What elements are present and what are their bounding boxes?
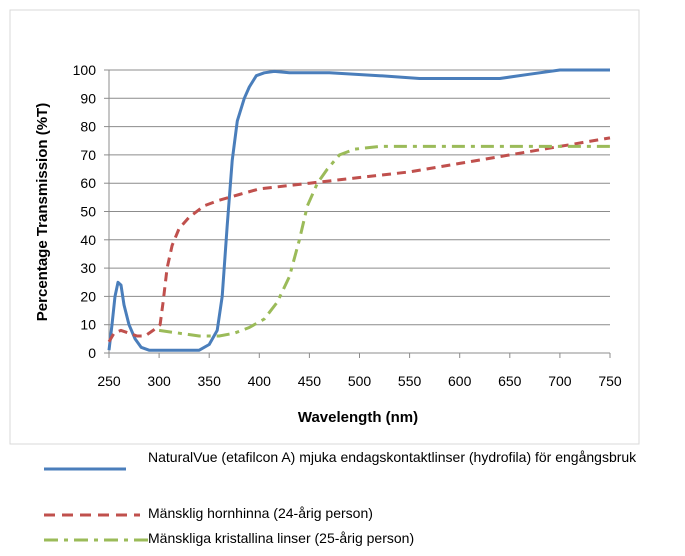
y-tick-label: 0 <box>88 345 96 361</box>
chart-area: 0 10 20 30 40 50 60 70 80 90 100 250 300 350 400 450 500… <box>9 9 640 445</box>
y-tick-label: 90 <box>80 90 96 106</box>
legend-item-cornea: Mänsklig hornhinna (24-årig person) <box>30 504 680 529</box>
legend-item-naturalvue: NaturalVue (etafilcon A) mjuka endagskon… <box>30 448 680 504</box>
y-tick-label: 40 <box>80 232 96 248</box>
x-tick-label: 400 <box>248 373 272 389</box>
y-tick-label: 50 <box>80 204 96 220</box>
series-line-cornea <box>107 136 611 343</box>
x-tick-label: 450 <box>298 373 322 389</box>
grid-lines <box>109 69 610 326</box>
y-tick-label: 60 <box>80 175 96 191</box>
y-tick-label: 10 <box>80 317 96 333</box>
y-tick-label: 80 <box>80 119 96 135</box>
legend-label-crystalline-lens: Mänskliga kristallina linser (25-årig pe… <box>148 530 415 546</box>
y-tick-label: 100 <box>73 62 97 78</box>
x-tick-label: 250 <box>97 373 121 389</box>
legend-label-naturalvue: NaturalVue (etafilcon A) mjuka endagskon… <box>148 449 637 465</box>
series-line-naturalvue <box>107 68 610 352</box>
x-tick-label: 600 <box>448 373 472 389</box>
legend: NaturalVue (etafilcon A) mjuka endagskon… <box>30 448 680 551</box>
x-tick-label: 650 <box>498 373 522 389</box>
series-lines <box>107 68 611 352</box>
x-tick-label: 700 <box>548 373 572 389</box>
x-tick-label: 750 <box>598 373 622 389</box>
legend-item-crystalline-lens: Mänskliga kristallina linser (25-årig pe… <box>30 529 680 551</box>
y-axis-title: Percentage Transmission (%T) <box>34 103 51 321</box>
y-tick-label: 20 <box>80 288 96 304</box>
legend-swatch-cornea <box>30 504 148 526</box>
legend-label-cornea: Mänsklig hornhinna (24-årig person) <box>148 505 373 521</box>
x-axis-title: Wavelength (nm) <box>298 409 418 426</box>
y-tick-label: 70 <box>80 147 96 163</box>
x-tick-label: 550 <box>398 373 422 389</box>
series-line-crystalline-lens <box>158 144 610 338</box>
line-chart: 0 10 20 30 40 50 60 70 80 90 100 250 300 350 400 450 500… <box>9 9 640 445</box>
legend-swatch-crystalline-lens <box>30 529 148 551</box>
axes <box>104 69 611 358</box>
y-tick-label: 30 <box>80 260 96 276</box>
legend-swatch-naturalvue <box>30 448 148 490</box>
tick-labels: 0 10 20 30 40 50 60 70 80 90 100 250 300 350 400 450 500… <box>73 62 622 389</box>
x-tick-label: 350 <box>198 373 222 389</box>
x-tick-label: 300 <box>147 373 171 389</box>
chart-border <box>9 9 640 445</box>
x-tick-label: 500 <box>348 373 372 389</box>
